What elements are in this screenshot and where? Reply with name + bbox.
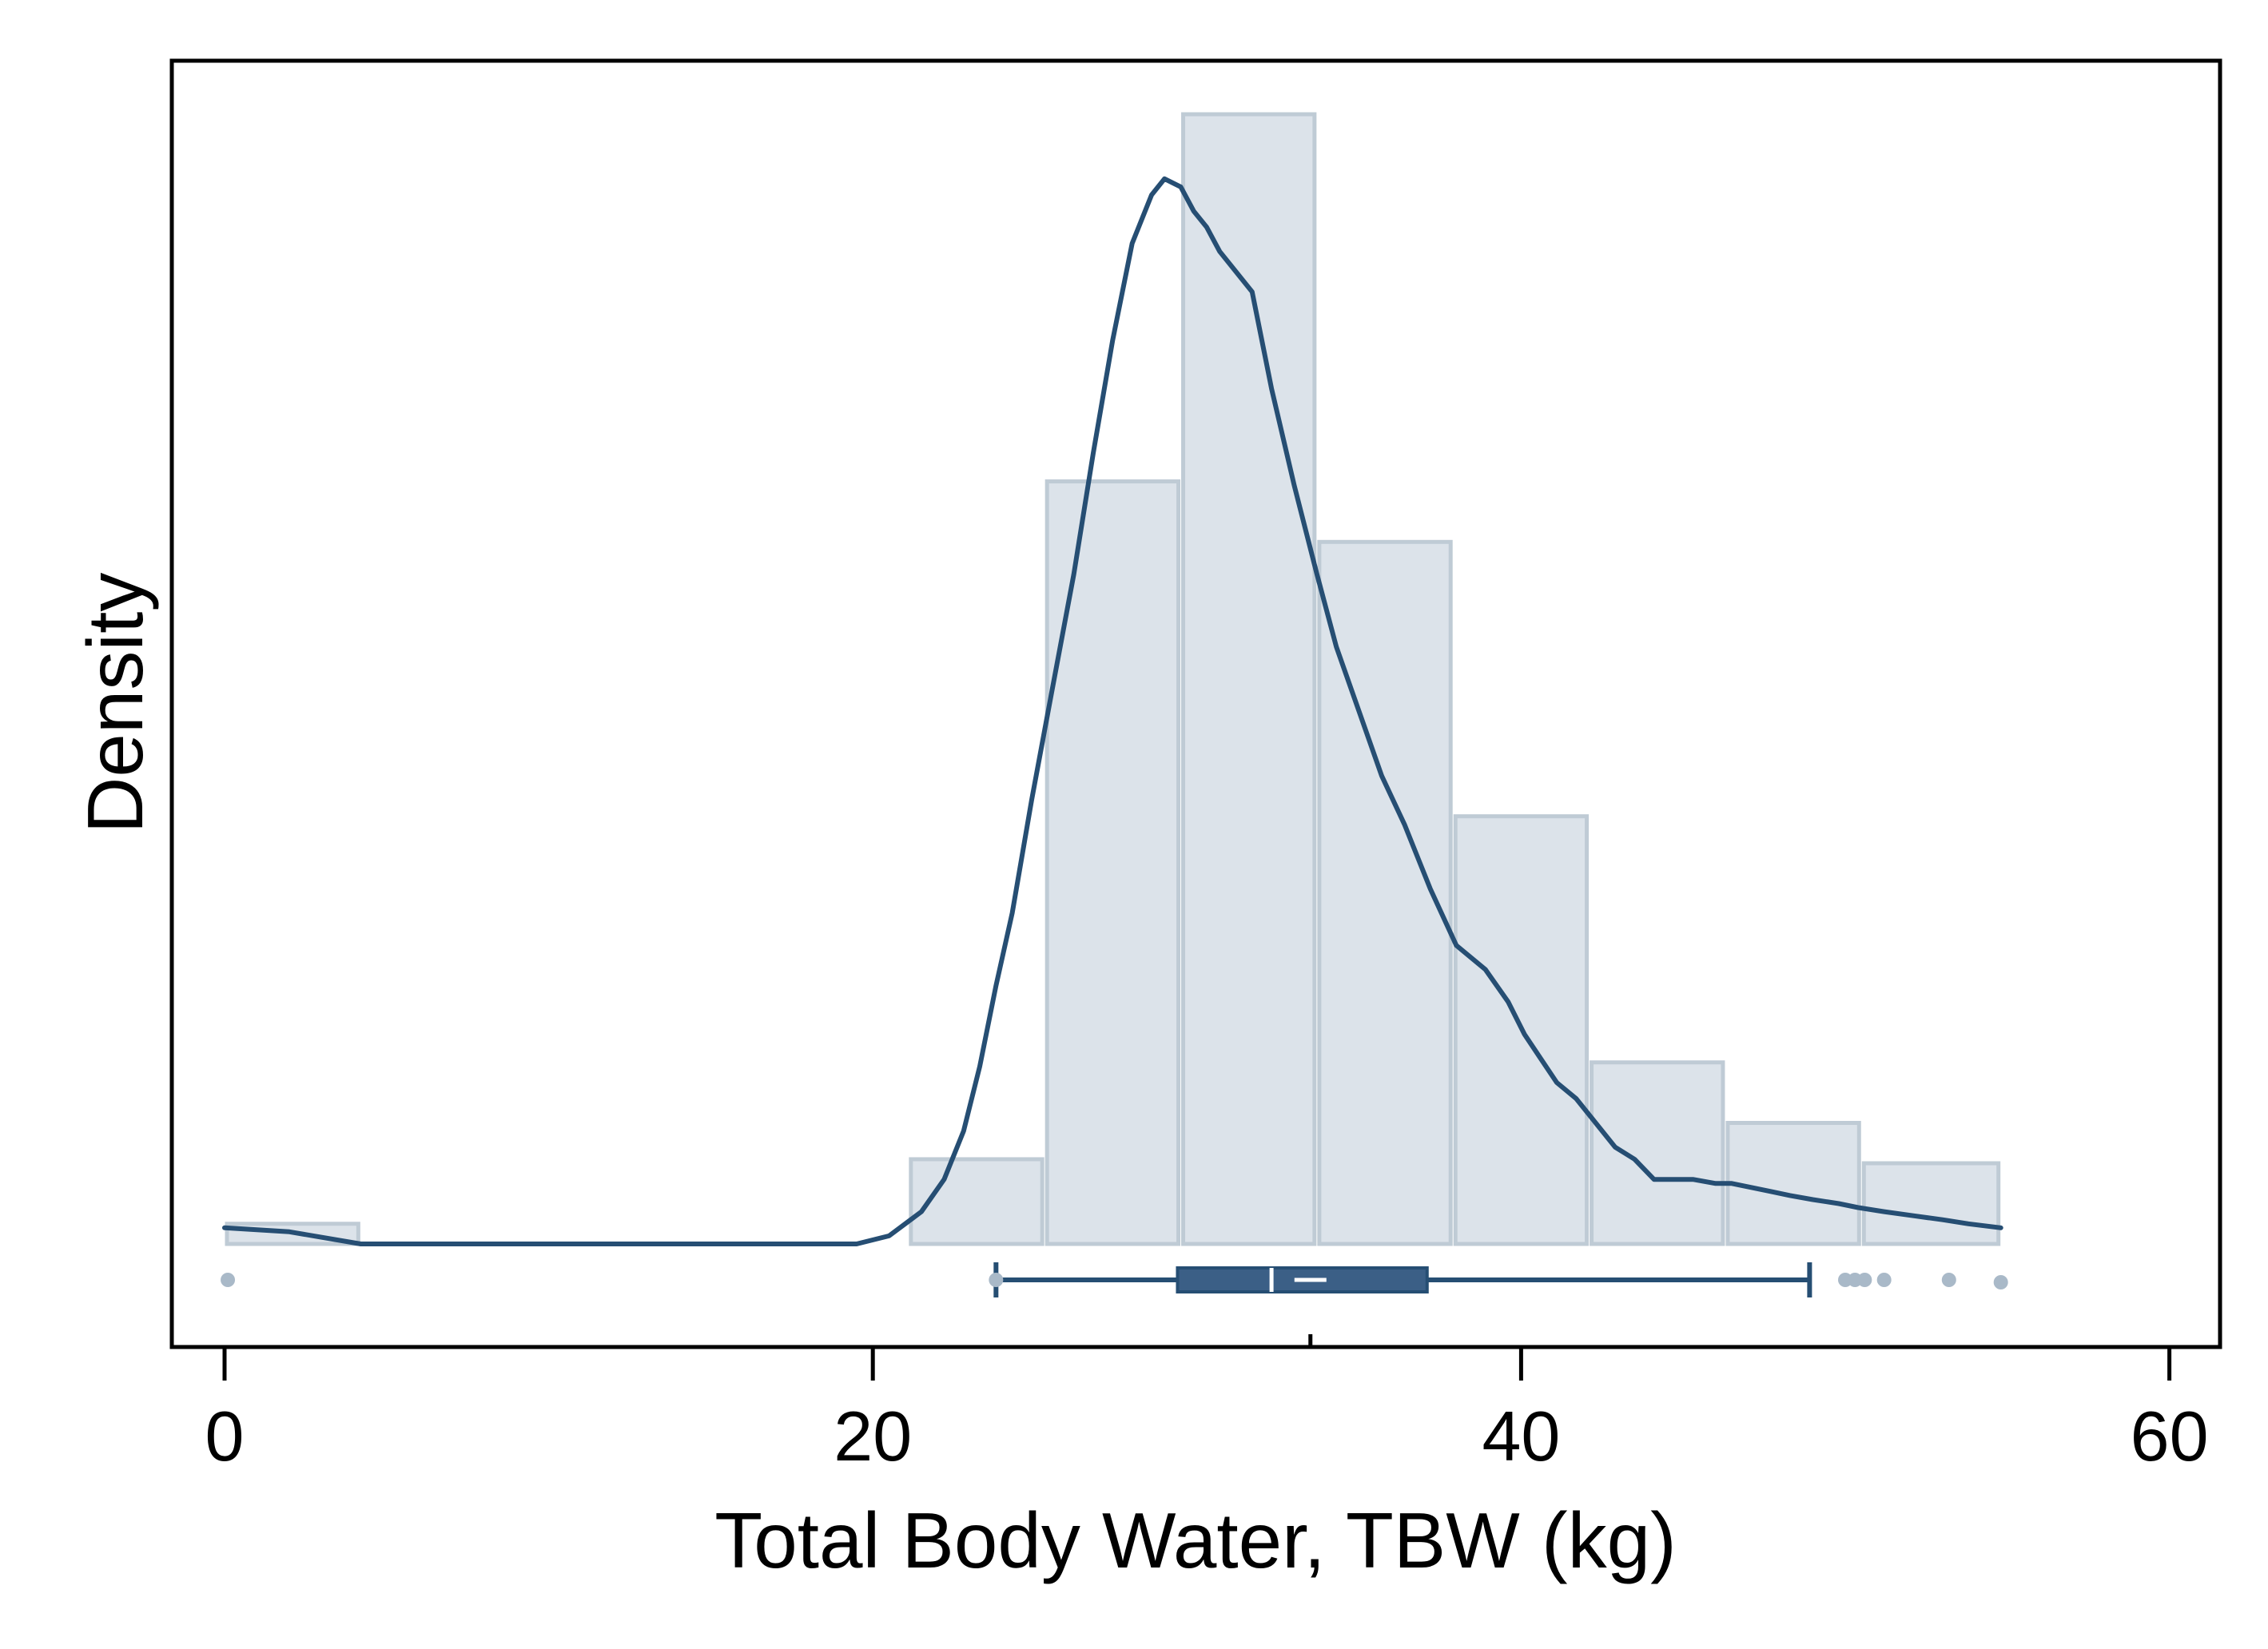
histogram-bar (1861, 1161, 2001, 1246)
x-tick-label: 60 (2131, 1397, 2209, 1476)
x-tick-label: 20 (834, 1397, 912, 1476)
histogram-bar (909, 1157, 1044, 1246)
boxplot-outlier (1857, 1273, 1872, 1287)
kde-line (222, 176, 2003, 1246)
boxplot-outlier (1993, 1275, 2008, 1289)
plot-frame (169, 58, 2222, 1349)
boxplot-outlier (221, 1273, 236, 1287)
x-tick-label: 40 (1482, 1397, 1560, 1476)
boxplot-outlier (989, 1273, 1004, 1287)
histogram-bar (1181, 112, 1317, 1246)
x-axis: 0 20 40 60 (205, 1334, 2209, 1476)
histogram-bars (225, 112, 2001, 1246)
histogram-bar (1725, 1121, 1861, 1246)
y-axis-title: Density (71, 573, 159, 834)
x-axis-title: Total Body Water, TBW (kg) (714, 1496, 1677, 1584)
boxplot-outlier (1941, 1273, 1956, 1287)
x-tick-label: 0 (205, 1397, 245, 1476)
boxplot-group (221, 1262, 2008, 1297)
kde-curve-group (222, 176, 2003, 1246)
histogram-bar (1044, 479, 1181, 1246)
boxplot-outlier (1876, 1273, 1892, 1287)
histogram-bar (1590, 1060, 1725, 1246)
